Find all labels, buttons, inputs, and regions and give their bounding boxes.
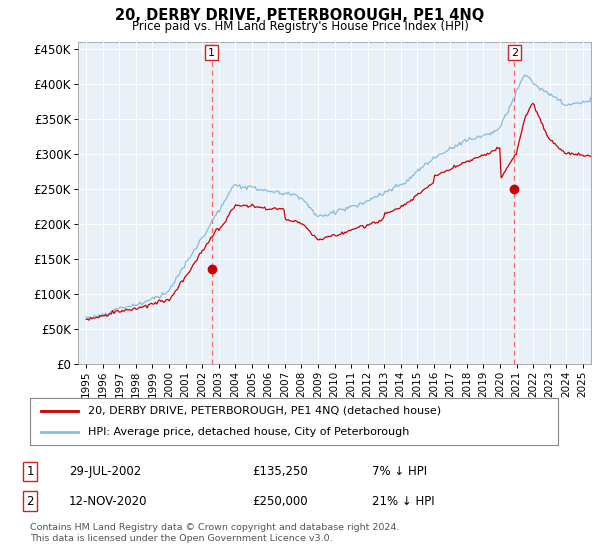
- Text: 12-NOV-2020: 12-NOV-2020: [69, 494, 148, 508]
- Text: 2: 2: [26, 494, 34, 508]
- Text: 20, DERBY DRIVE, PETERBOROUGH, PE1 4NQ (detached house): 20, DERBY DRIVE, PETERBOROUGH, PE1 4NQ (…: [88, 406, 441, 416]
- Text: 7% ↓ HPI: 7% ↓ HPI: [372, 465, 427, 478]
- Text: £135,250: £135,250: [252, 465, 308, 478]
- Text: 20, DERBY DRIVE, PETERBOROUGH, PE1 4NQ: 20, DERBY DRIVE, PETERBOROUGH, PE1 4NQ: [115, 8, 485, 24]
- Text: 1: 1: [26, 465, 34, 478]
- Text: 2: 2: [511, 48, 518, 58]
- Text: Price paid vs. HM Land Registry's House Price Index (HPI): Price paid vs. HM Land Registry's House …: [131, 20, 469, 32]
- Text: £250,000: £250,000: [252, 494, 308, 508]
- Text: HPI: Average price, detached house, City of Peterborough: HPI: Average price, detached house, City…: [88, 427, 409, 437]
- Text: 1: 1: [208, 48, 215, 58]
- Text: 29-JUL-2002: 29-JUL-2002: [69, 465, 141, 478]
- Text: Contains HM Land Registry data © Crown copyright and database right 2024.
This d: Contains HM Land Registry data © Crown c…: [30, 524, 400, 543]
- Text: 21% ↓ HPI: 21% ↓ HPI: [372, 494, 434, 508]
